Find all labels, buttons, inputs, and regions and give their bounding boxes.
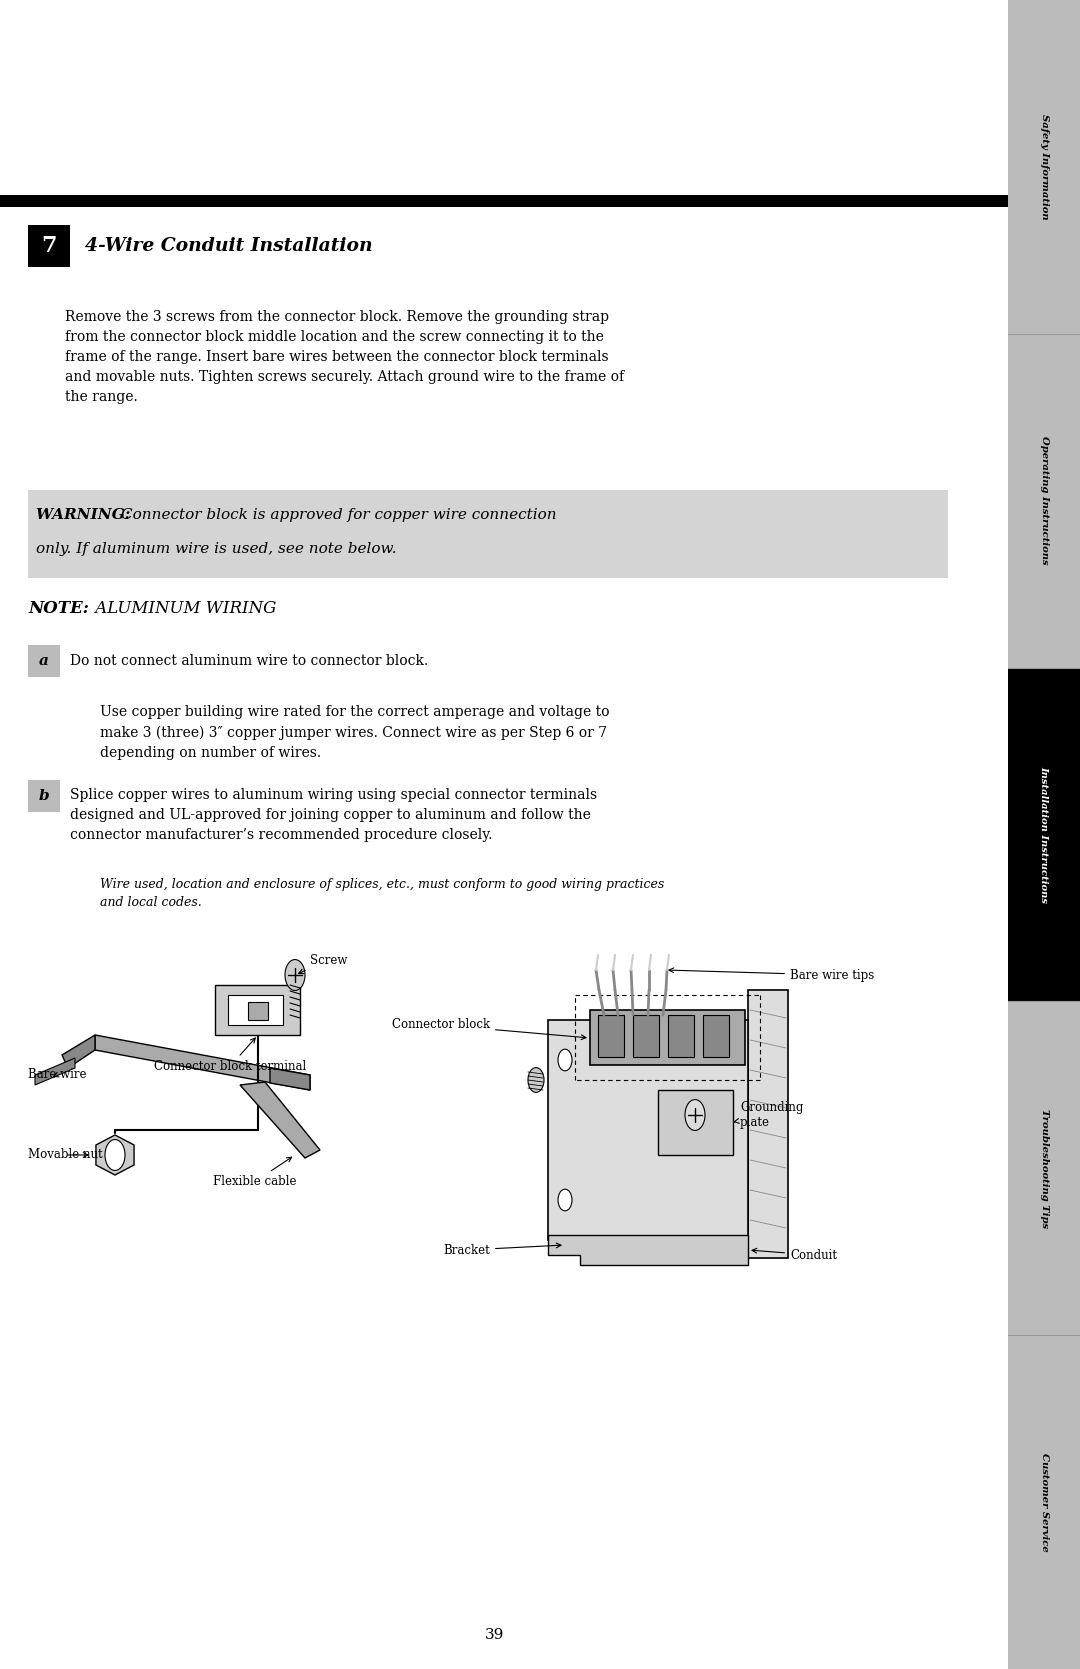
Polygon shape xyxy=(96,1135,134,1175)
Text: Safety Information: Safety Information xyxy=(1039,113,1049,220)
Polygon shape xyxy=(240,1082,320,1158)
Text: Use copper building wire rated for the correct amperage and voltage to
make 3 (t: Use copper building wire rated for the c… xyxy=(100,704,609,759)
Bar xyxy=(590,1010,745,1065)
Bar xyxy=(28,225,70,267)
Text: Flexible cable: Flexible cable xyxy=(213,1157,297,1188)
Text: Splice copper wires to aluminum wiring using special connector terminals
designe: Splice copper wires to aluminum wiring u… xyxy=(70,788,597,843)
Text: Conduit: Conduit xyxy=(752,1248,837,1262)
Text: ALUMINUM WIRING: ALUMINUM WIRING xyxy=(90,599,276,618)
Bar xyxy=(658,1090,733,1155)
Polygon shape xyxy=(95,1035,310,1090)
Bar xyxy=(215,985,300,1035)
Text: Troubleshooting Tips: Troubleshooting Tips xyxy=(1039,1108,1049,1228)
Bar xyxy=(1008,668,1080,1001)
Text: Bare wire tips: Bare wire tips xyxy=(669,968,874,981)
Text: Bracket: Bracket xyxy=(443,1243,561,1257)
Bar xyxy=(28,644,60,678)
Bar xyxy=(228,995,283,1025)
Bar xyxy=(703,1015,729,1056)
Polygon shape xyxy=(270,1068,310,1090)
Bar xyxy=(548,1020,748,1240)
Circle shape xyxy=(105,1140,125,1170)
Circle shape xyxy=(558,1050,572,1071)
Text: Do not connect aluminum wire to connector block.: Do not connect aluminum wire to connecto… xyxy=(70,654,429,668)
Polygon shape xyxy=(548,1235,748,1265)
Text: 39: 39 xyxy=(485,1627,504,1642)
Bar xyxy=(28,779,60,813)
Text: Operating Instructions: Operating Instructions xyxy=(1039,436,1049,566)
Polygon shape xyxy=(62,1035,95,1068)
Bar xyxy=(0,195,1008,207)
Text: only. If aluminum wire is used, see note below.: only. If aluminum wire is used, see note… xyxy=(36,542,396,556)
Text: Connector block terminal: Connector block terminal xyxy=(153,1038,306,1073)
Circle shape xyxy=(558,1190,572,1210)
Text: 7: 7 xyxy=(41,235,57,257)
Text: 4-Wire Conduit Installation: 4-Wire Conduit Installation xyxy=(85,237,373,255)
Bar xyxy=(633,1015,659,1056)
Text: Bare wire: Bare wire xyxy=(28,1068,86,1082)
Text: b: b xyxy=(39,789,50,803)
Bar xyxy=(28,491,948,577)
Text: a: a xyxy=(39,654,49,668)
Bar xyxy=(1008,334,1080,668)
Bar xyxy=(248,1001,268,1020)
Bar xyxy=(748,990,788,1258)
Text: Movable nut: Movable nut xyxy=(28,1148,103,1162)
Circle shape xyxy=(285,960,305,990)
Text: Customer Service: Customer Service xyxy=(1039,1452,1049,1552)
Bar xyxy=(669,1015,694,1056)
Text: WARNING:: WARNING: xyxy=(36,507,136,522)
Text: NOTE:: NOTE: xyxy=(28,599,89,618)
Text: Remove the 3 screws from the connector block. Remove the grounding strap
from th: Remove the 3 screws from the connector b… xyxy=(65,310,624,404)
Circle shape xyxy=(528,1068,544,1093)
Circle shape xyxy=(685,1100,705,1130)
Bar xyxy=(1008,0,1080,334)
Bar xyxy=(598,1015,624,1056)
Text: Screw: Screw xyxy=(299,953,348,973)
Text: Grounding
plate: Grounding plate xyxy=(734,1102,804,1128)
Text: Installation Instructions: Installation Instructions xyxy=(1039,766,1049,903)
Text: Wire used, location and enclosure of splices, etc., must conform to good wiring : Wire used, location and enclosure of spl… xyxy=(100,878,664,910)
Bar xyxy=(1008,1335,1080,1669)
Text: Connector block is approved for copper wire connection: Connector block is approved for copper w… xyxy=(121,507,556,522)
Text: Connector block: Connector block xyxy=(392,1018,586,1040)
Bar xyxy=(1008,1001,1080,1335)
Polygon shape xyxy=(35,1058,75,1085)
